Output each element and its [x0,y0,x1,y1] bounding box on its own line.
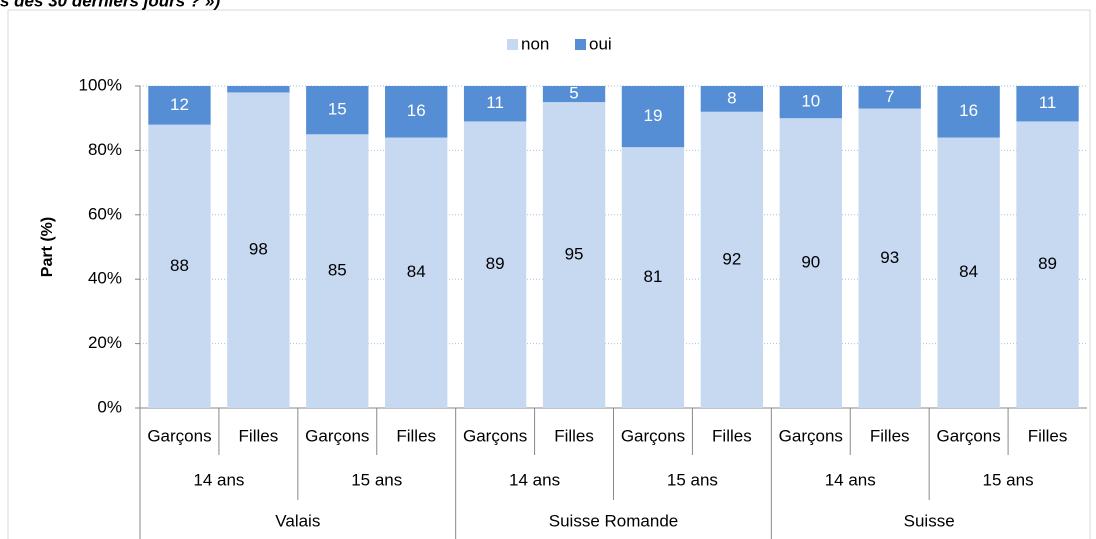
x-tick-label: Filles [396,426,436,445]
bar-segment [779,86,842,119]
value-label: 12 [170,95,189,114]
legend-label: non [521,34,549,53]
x-tick-label: Filles [712,426,752,445]
bar-segment [463,121,527,409]
bar-segment [148,86,211,125]
legend-label: oui [589,34,612,53]
value-label: 92 [722,249,741,268]
x-tick-label: Garçons [463,426,527,445]
value-label: 93 [880,248,899,267]
bar-segment [227,86,290,93]
value-label: 15 [328,100,347,119]
value-label: 11 [1039,93,1057,112]
y-tick-label: 0% [97,397,122,416]
bar-segment [148,124,211,408]
y-tick-label: 60% [88,204,122,223]
value-label: 19 [643,106,662,125]
bar-segment [937,137,1000,408]
bar-segment [858,86,921,109]
bar-segment [542,86,606,103]
bar-segment [779,118,842,408]
legend-swatch [575,39,586,50]
group-label: Suisse [904,511,955,530]
x-tick-label: Garçons [147,426,211,445]
bar-segment [858,108,921,408]
bar-segment [621,86,685,148]
value-label: 95 [565,245,584,264]
value-label: 89 [486,254,505,273]
value-label: 90 [801,253,820,272]
bar-segment [621,147,685,408]
x-tick-label: Filles [870,426,910,445]
group-label: 14 ans [509,470,560,489]
bar-segment [385,137,448,408]
bar-segment [306,134,369,409]
group-label: 14 ans [825,470,876,489]
x-tick-label: Garçons [937,426,1001,445]
value-label: 7 [885,87,894,106]
value-label: 81 [643,267,662,286]
y-tick-label: 80% [88,140,122,159]
value-label: 16 [407,101,426,120]
value-label: 11 [486,93,504,112]
y-tick-label: 20% [88,333,122,352]
bar-segment [1016,121,1079,409]
y-axis-label: Part (%) [39,217,56,277]
group-label: 14 ans [193,470,244,489]
chart-title: s des 30 derniers jours ? ») [0,0,220,10]
value-label: 10 [801,92,820,111]
x-tick-label: Filles [1028,426,1068,445]
value-label: 88 [170,256,189,275]
group-label: Valais [275,511,320,530]
value-label: 8 [727,88,736,107]
bar-segment [1016,86,1079,122]
y-tick-label: 100% [79,75,122,94]
legend-swatch [507,39,518,50]
value-label: 98 [249,240,268,259]
group-label: 15 ans [351,470,402,489]
bar-segment [227,92,290,408]
x-tick-label: Filles [554,426,594,445]
bar-segment [385,86,448,138]
x-tick-label: Garçons [621,426,685,445]
bar-segment [542,102,606,408]
bar-segment [700,86,764,112]
x-tick-label: Garçons [779,426,843,445]
bar-segment [463,86,527,122]
bar-segment [700,111,764,408]
value-label: 84 [407,262,426,281]
value-label: 89 [1038,254,1057,273]
bar-segment [937,86,1000,138]
value-label: 5 [569,84,578,103]
value-label: 85 [328,261,347,280]
bar-segment [306,86,369,135]
x-tick-label: Filles [239,426,279,445]
y-tick-label: 40% [88,269,122,288]
group-label: Suisse Romande [549,511,678,530]
x-tick-label: Garçons [305,426,369,445]
value-label: 16 [959,101,978,120]
value-label: 84 [959,262,978,281]
group-label: 15 ans [983,470,1034,489]
group-label: 15 ans [667,470,718,489]
